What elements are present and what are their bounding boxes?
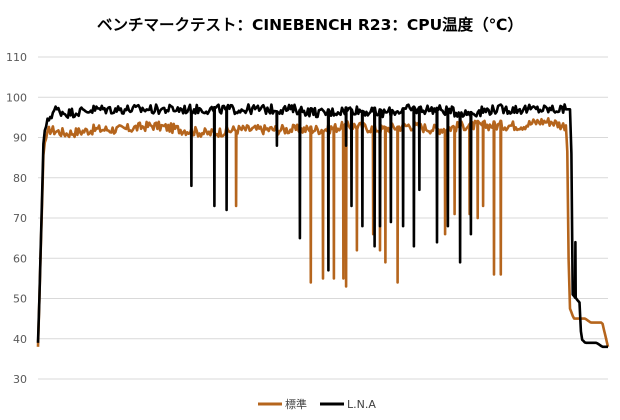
y-tick-label: 40 xyxy=(13,333,27,346)
y-tick-label: 30 xyxy=(13,373,27,386)
series xyxy=(36,103,610,349)
legend: 標準 L.N.A xyxy=(258,397,376,411)
y-tick-label: 80 xyxy=(13,172,27,185)
y-tick-label: 110 xyxy=(6,51,27,64)
legend-label: 標準 xyxy=(285,397,307,411)
y-tick-label: 100 xyxy=(6,91,27,104)
y-tick-label: 60 xyxy=(13,252,27,265)
y-tick-label: 90 xyxy=(13,132,27,145)
y-axis-ticks: 30 40 50 60 70 80 90 100 110 xyxy=(6,51,27,386)
series-line-1 xyxy=(36,117,610,348)
chart-title: ベンチマークテスト：CINEBENCH R23：CPU温度（℃） xyxy=(97,15,523,34)
legend-label: L.N.A xyxy=(347,398,376,411)
y-tick-label: 70 xyxy=(13,212,27,225)
series-line-2 xyxy=(36,103,608,349)
y-tick-label: 50 xyxy=(13,293,27,306)
